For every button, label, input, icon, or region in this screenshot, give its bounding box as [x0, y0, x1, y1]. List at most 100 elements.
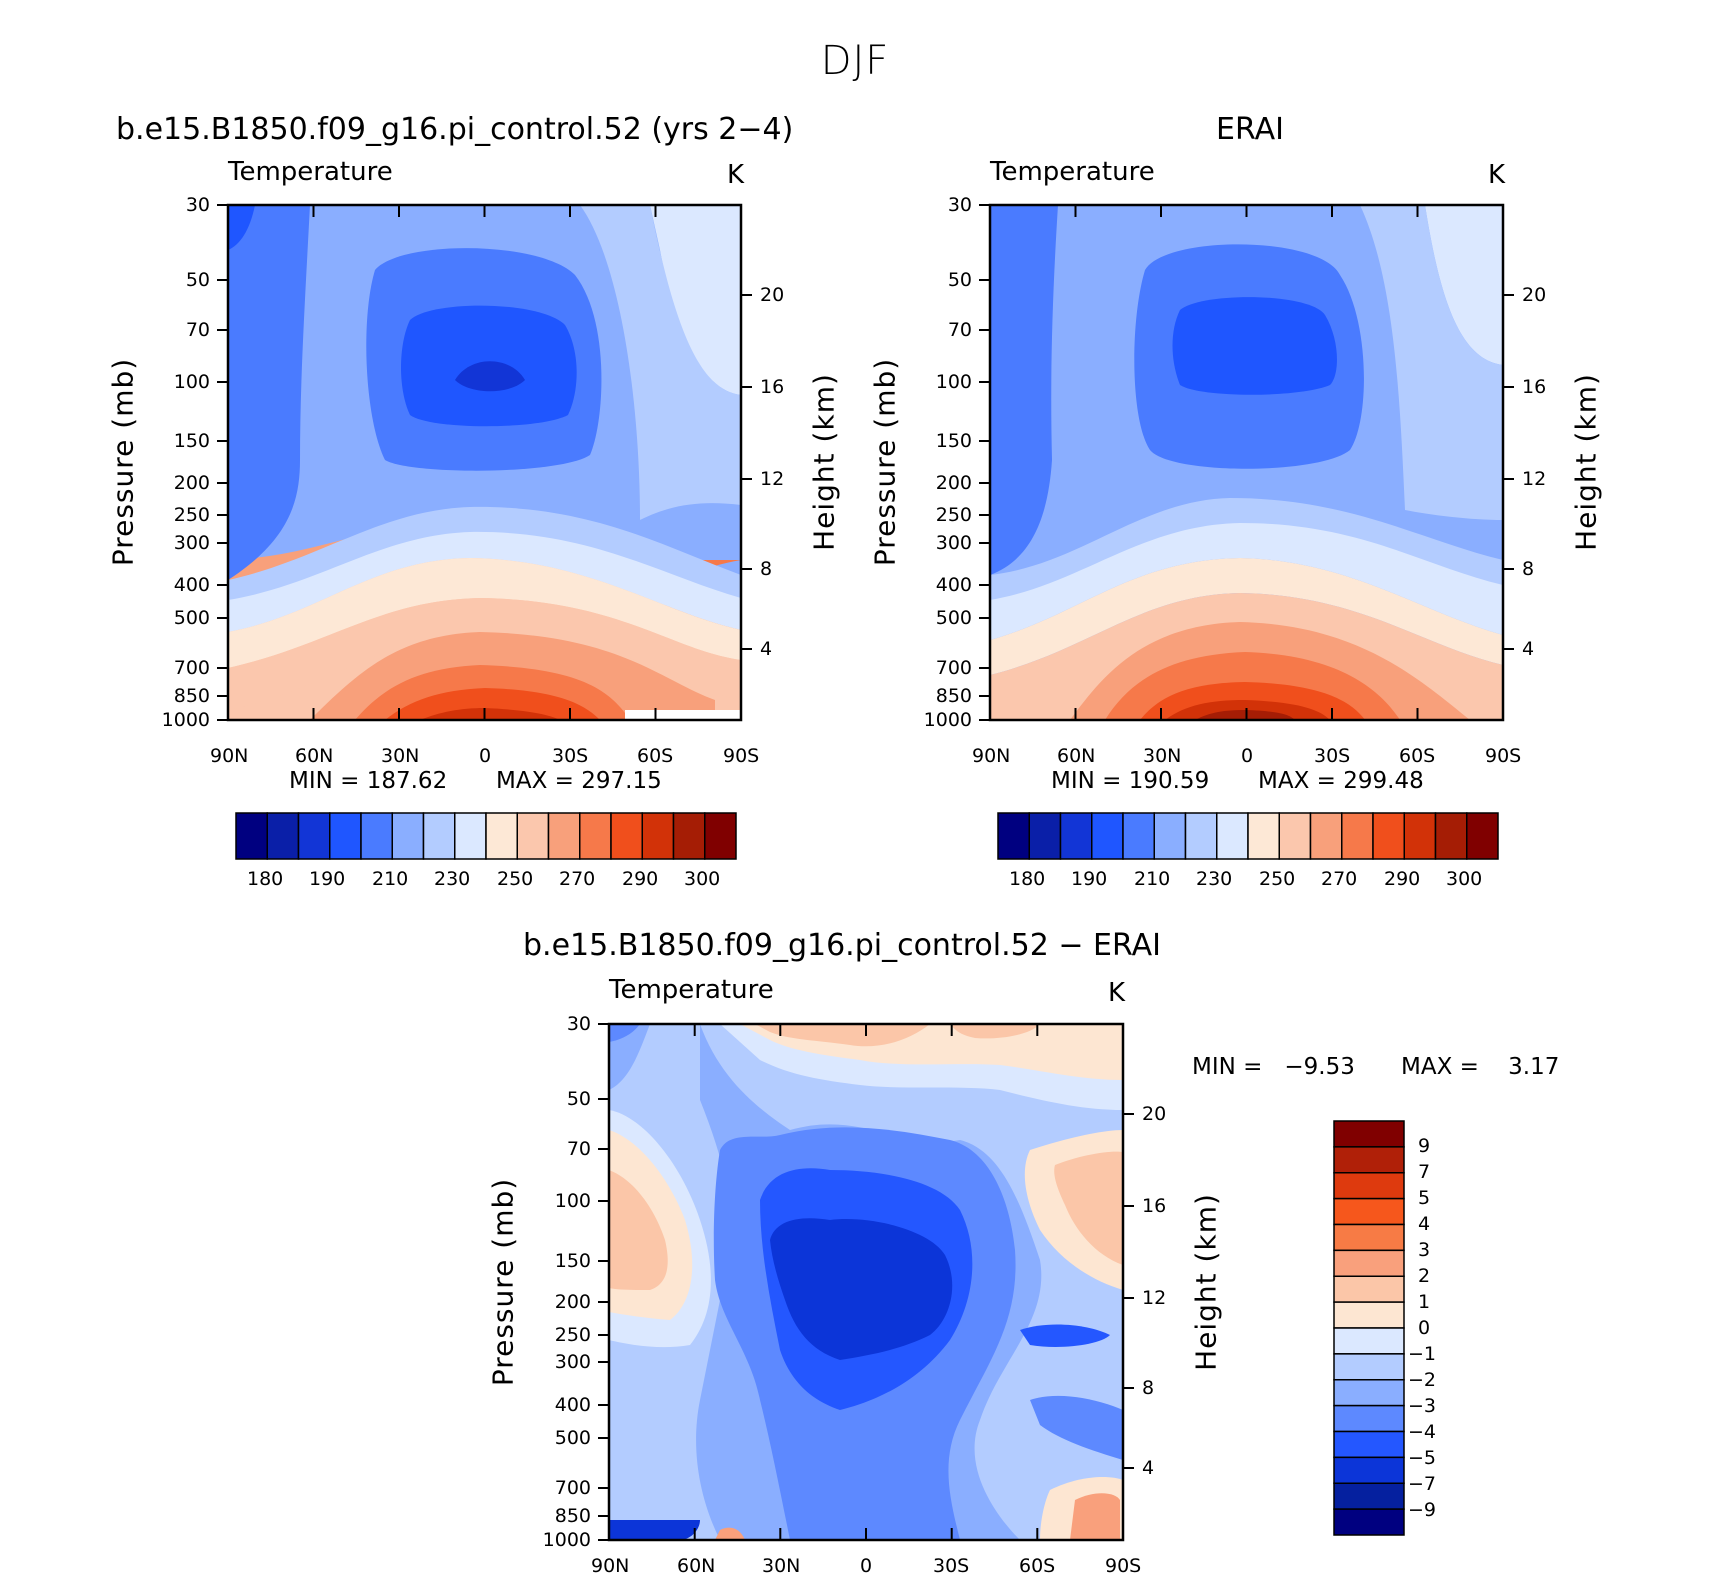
contour-band-nh-sfc-warm — [715, 1527, 745, 1540]
p3-colorbar-label: −4 — [1408, 1421, 1437, 1443]
p1-ytick-label: 1000 — [161, 709, 210, 731]
p3-xtick-label: 90N — [591, 1555, 630, 1577]
p1-colorbar-label: 230 — [434, 868, 471, 890]
colorbar-swatch — [1278, 812, 1312, 860]
contour-band-sh-polar-warm — [1425, 205, 1503, 365]
p2-y2tick-label: 20 — [1522, 284, 1547, 306]
p1-xtick-label: 60N — [295, 745, 334, 767]
colorbar-swatch — [1333, 1223, 1405, 1252]
p2-ytick-label: 400 — [935, 574, 972, 596]
p2-y2tick-label: 4 — [1522, 638, 1535, 660]
p2-y2tick-label: 8 — [1522, 558, 1535, 580]
p3-colorbar — [1333, 1120, 1405, 1536]
contour-band-1-2-b — [950, 1024, 1040, 1039]
p1-xtick-label: 90N — [210, 745, 249, 767]
colorbar-swatch — [1153, 812, 1187, 860]
colorbar-swatch — [1341, 812, 1374, 860]
panel-obs-y-ticks — [979, 204, 1514, 721]
contour-band-260-270c — [228, 598, 741, 710]
p3-max-text: MAX = 3.17 — [1401, 1054, 1560, 1080]
p3-y2tick-label: 8 — [1142, 1377, 1155, 1399]
p2-ytick-label: 250 — [935, 504, 972, 526]
p1-ytick-label: 250 — [173, 504, 210, 526]
contour-band-310plus — [1195, 710, 1295, 720]
colorbar-swatch — [997, 812, 1030, 860]
p3-colorbar-label: −2 — [1408, 1369, 1437, 1391]
colorbar-swatch — [266, 812, 300, 860]
p1-colorbar-label: 250 — [497, 868, 534, 890]
p1-colorbar-label: 180 — [247, 868, 284, 890]
colorbar-swatch — [454, 812, 487, 860]
p2-ytick-label: 200 — [935, 472, 972, 494]
p2-colorbar-label: 250 — [1259, 868, 1296, 890]
panel-model-y-ticks — [217, 204, 752, 721]
p1-ytick-label: 400 — [173, 574, 210, 596]
contour-band-180-190 — [455, 361, 525, 392]
colorbar-swatch — [485, 812, 518, 860]
p3-colorbar-label: 5 — [1418, 1187, 1431, 1209]
contour-band-sh-m4-m3 — [1030, 1395, 1123, 1460]
colorbar-swatch — [1028, 812, 1062, 860]
p1-colorbar-label: 290 — [622, 868, 659, 890]
p1-ytick-label: 850 — [173, 685, 210, 707]
panel-diff-subtitle: Temperature — [609, 975, 774, 1005]
p3-colorbar-label: 7 — [1418, 1161, 1431, 1183]
p2-colorbar-label: 270 — [1321, 868, 1358, 890]
p3-y-axis-label: Pressure (mb) — [486, 1177, 520, 1387]
p1-ytick-label: 50 — [185, 269, 210, 291]
contour-band-230-240 — [990, 498, 1503, 625]
figure-title: DJF — [820, 38, 890, 84]
contour-band-nh-top-2 — [609, 1024, 640, 1042]
p1-y2tick-label: 4 — [760, 638, 773, 660]
p1-xtick-label: 60S — [637, 745, 674, 767]
p3-colorbar-label: 4 — [1418, 1213, 1431, 1235]
p3-xtick-label: 60N — [677, 1555, 716, 1577]
contour-band-300-310 — [420, 708, 560, 720]
p1-y2tick-label: 12 — [760, 468, 785, 490]
panel-model-title: b.e15.B1850.f09_g16.pi_control.52 (yrs 2… — [116, 112, 794, 147]
p1-y2tick-label: 8 — [760, 558, 773, 580]
p1-colorbar-label: 210 — [372, 868, 409, 890]
colorbar-swatch — [1333, 1456, 1405, 1484]
p2-xtick-label: 60S — [1399, 745, 1436, 767]
p2-xtick-label: 0 — [1241, 745, 1254, 767]
p3-ytick-label: 70 — [566, 1138, 591, 1160]
p3-xtick-label: 90S — [1105, 1555, 1142, 1577]
colorbar-swatch — [1333, 1353, 1405, 1381]
p3-ytick-label: 50 — [566, 1088, 591, 1110]
p2-ytick-label: 700 — [935, 657, 972, 679]
p2-xtick-label: 30N — [1143, 745, 1182, 767]
p2-colorbar — [997, 812, 1499, 860]
p3-ytick-label: 100 — [554, 1190, 591, 1212]
p2-max-text: MAX = 299.48 — [1258, 768, 1424, 794]
contour-band-sh-small — [1465, 521, 1503, 548]
contour-band-sh-midlat — [1360, 205, 1503, 520]
p1-xtick-label: 90S — [723, 745, 760, 767]
p2-ytick-label: 300 — [935, 532, 972, 554]
p2-colorbar-label: 230 — [1196, 868, 1233, 890]
p1-ytick-label: 500 — [173, 607, 210, 629]
p2-colorbar-label: 210 — [1134, 868, 1171, 890]
panel-obs-subtitle: Temperature — [990, 157, 1155, 187]
p1-ytick-label: 150 — [173, 430, 210, 452]
p2-colorbar-label: 300 — [1446, 868, 1483, 890]
contour-band-250-260b — [228, 558, 741, 668]
contour-band-230-240 — [228, 506, 741, 620]
p2-ytick-label: 850 — [935, 685, 972, 707]
contour-band-190-200 — [1172, 297, 1337, 395]
contour-band-sh-m5-m4 — [1020, 1324, 1110, 1347]
p3-y2-axis-label: Height (km) — [1189, 1193, 1223, 1371]
p1-ytick-label: 700 — [173, 657, 210, 679]
contour-band-sh-1-2 — [1054, 1151, 1123, 1265]
panel-model-x-ticks — [227, 205, 742, 720]
contour-band-m7-m5 — [770, 1218, 953, 1360]
contour-band-nh-polar-cold — [990, 205, 1058, 575]
colorbar-swatch — [547, 812, 581, 860]
p1-colorbar-label: 190 — [309, 868, 346, 890]
p1-colorbar-label: 270 — [559, 868, 596, 890]
colorbar-swatch — [422, 812, 456, 860]
colorbar-swatch — [1333, 1327, 1405, 1355]
contour-band-290-300 — [385, 688, 600, 720]
